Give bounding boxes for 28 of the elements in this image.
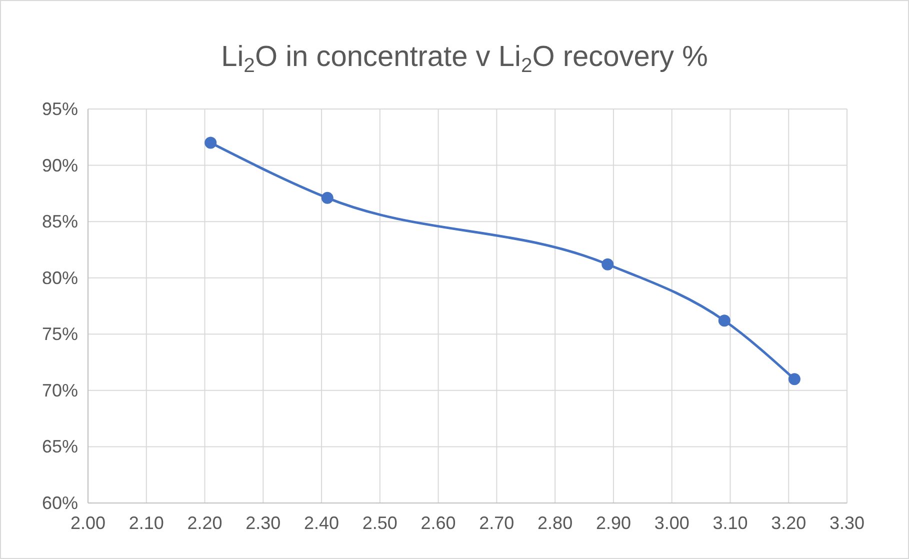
x-tick-label: 3.10 <box>712 513 748 533</box>
y-tick-label: 80% <box>42 268 78 288</box>
x-tick-label: 2.20 <box>187 513 222 533</box>
x-tick-label: 2.10 <box>128 513 164 533</box>
point <box>204 136 217 149</box>
x-tick-label: 2.90 <box>596 513 631 533</box>
x-tick-label: 3.20 <box>771 513 806 533</box>
x-tick-label: 3.30 <box>829 513 865 533</box>
y-tick-label: 90% <box>42 155 78 176</box>
x-tick-label: 2.30 <box>246 513 281 533</box>
y-tick-label: 70% <box>42 380 78 400</box>
y-tick-label: 60% <box>42 493 78 513</box>
chart-title: Li$_{2}$O in concentrate v Li$_{2}$O recovery % <box>221 41 708 78</box>
point <box>788 373 800 386</box>
y-tick-label: 85% <box>42 212 78 232</box>
x-tick-label: 2.50 <box>362 513 398 533</box>
x-tick-label: 2.80 <box>538 513 573 533</box>
y-tick-label: 65% <box>42 436 78 457</box>
x-tick-label: 2.40 <box>304 513 340 533</box>
x-tick-label: 2.00 <box>70 513 106 533</box>
point <box>718 314 730 327</box>
y-tick-label: 75% <box>42 324 78 344</box>
x-tick-label: 2.60 <box>420 513 456 533</box>
x-tick-label: 3.00 <box>654 513 690 533</box>
point <box>321 192 334 204</box>
x-tick-label: 2.70 <box>479 513 514 533</box>
point <box>602 258 614 270</box>
y-tick-label: 95% <box>42 99 78 119</box>
